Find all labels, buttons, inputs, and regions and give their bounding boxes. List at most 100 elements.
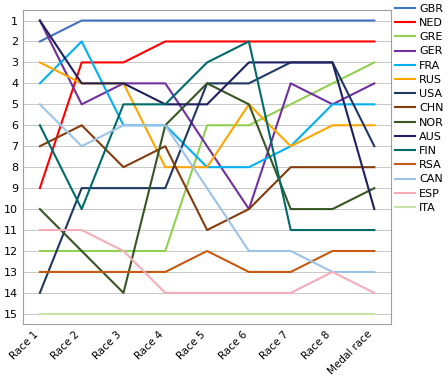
RUS [121,81,126,86]
RSA [37,270,43,274]
GBR [163,18,168,23]
FIN [37,123,43,128]
GBR [37,39,43,44]
USA [163,186,168,190]
Line: CAN: CAN [40,104,375,272]
AUS [37,18,43,23]
ESP [163,291,168,295]
FIN [163,102,168,107]
GRE [204,123,210,128]
ESP [121,249,126,253]
RUS [37,60,43,65]
Line: GRE: GRE [40,62,375,251]
RSA [330,249,335,253]
RSA [121,270,126,274]
NOR [372,186,377,190]
AUS [79,81,84,86]
RUS [372,123,377,128]
CHN [37,144,43,149]
Line: CHN: CHN [40,125,375,230]
FRA [372,102,377,107]
CHN [330,165,335,170]
Line: NED: NED [40,42,375,188]
USA [246,81,252,86]
FIN [288,228,293,232]
FIN [246,39,252,44]
GRE [372,60,377,65]
GBR [288,18,293,23]
Line: FIN: FIN [40,42,375,230]
RSA [372,249,377,253]
GER [246,207,252,211]
GER [372,81,377,86]
CHN [246,207,252,211]
Line: ESP: ESP [40,230,375,293]
ITA [79,312,84,316]
RUS [204,165,210,170]
RSA [79,270,84,274]
NOR [37,207,43,211]
USA [330,60,335,65]
AUS [163,102,168,107]
CHN [163,144,168,149]
NOR [121,291,126,295]
FRA [246,165,252,170]
GRE [246,123,252,128]
NOR [246,102,252,107]
CHN [204,228,210,232]
Line: RUS: RUS [40,62,375,167]
Line: RSA: RSA [40,251,375,272]
AUS [330,60,335,65]
ITA [246,312,252,316]
RSA [246,270,252,274]
GBR [246,18,252,23]
CAN [330,270,335,274]
ESP [204,291,210,295]
ITA [204,312,210,316]
USA [372,144,377,149]
FRA [288,144,293,149]
NED [121,60,126,65]
NED [330,39,335,44]
RUS [330,123,335,128]
GRE [330,81,335,86]
USA [79,186,84,190]
NED [163,39,168,44]
CAN [246,249,252,253]
FIN [121,102,126,107]
GRE [288,102,293,107]
RUS [163,165,168,170]
GBR [330,18,335,23]
FRA [37,81,43,86]
CAN [204,186,210,190]
NOR [204,81,210,86]
CHN [121,165,126,170]
FIN [204,60,210,65]
FRA [330,102,335,107]
CAN [37,102,43,107]
RUS [288,144,293,149]
RUS [79,81,84,86]
NOR [330,207,335,211]
ESP [37,228,43,232]
CAN [163,123,168,128]
AUS [121,81,126,86]
ITA [121,312,126,316]
FIN [79,207,84,211]
NED [37,186,43,190]
GER [121,81,126,86]
GRE [121,249,126,253]
FIN [330,228,335,232]
NOR [79,249,84,253]
USA [204,81,210,86]
ITA [330,312,335,316]
Line: GER: GER [40,21,375,209]
ITA [288,312,293,316]
GER [163,81,168,86]
GRE [79,249,84,253]
ESP [372,291,377,295]
AUS [288,60,293,65]
ITA [163,312,168,316]
FIN [372,228,377,232]
ESP [246,291,252,295]
